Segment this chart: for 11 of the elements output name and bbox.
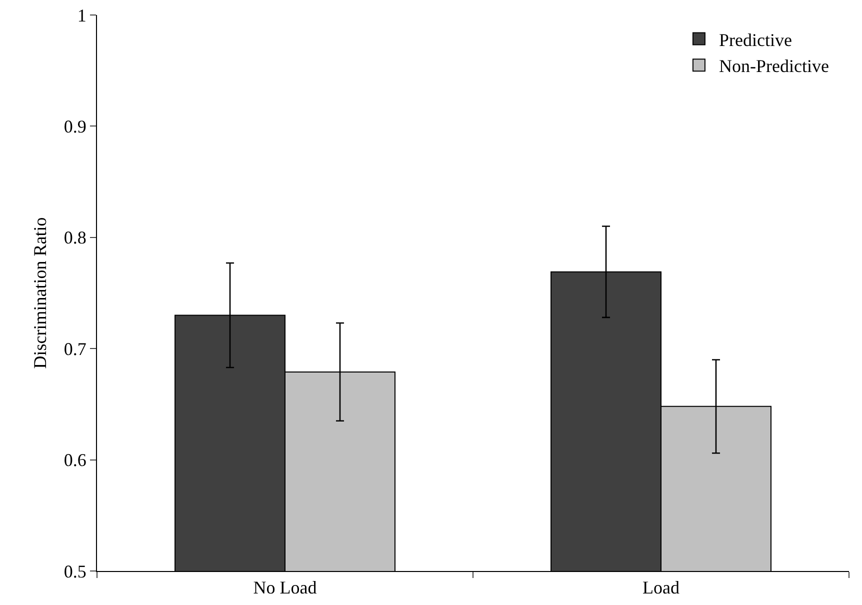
legend-label: Predictive <box>718 30 792 50</box>
y-tick-label: 0.7 <box>64 338 86 359</box>
x-tick-label: Load <box>642 578 680 598</box>
y-tick-label: 0.9 <box>64 116 86 136</box>
y-tick-label: 1 <box>77 5 86 26</box>
x-tick-label: No Load <box>253 578 317 598</box>
y-tick-label: 0.8 <box>64 228 86 248</box>
y-tick-label: 0.5 <box>64 561 86 582</box>
y-axis-title: Discrimination Ratio <box>30 217 50 369</box>
legend-label: Non-Predictive <box>718 56 829 76</box>
y-tick-label: 0.6 <box>64 450 86 470</box>
